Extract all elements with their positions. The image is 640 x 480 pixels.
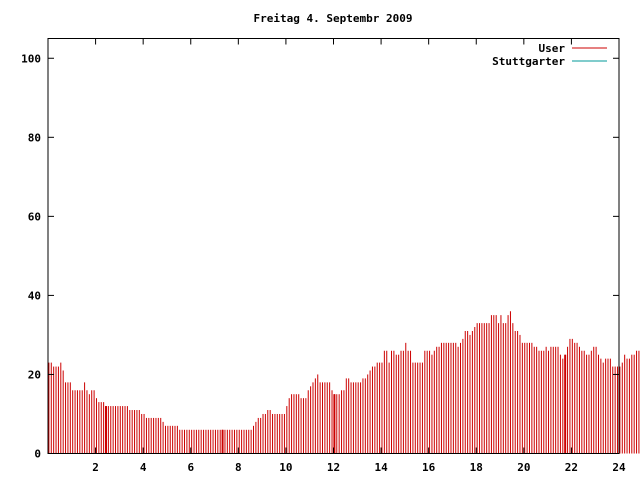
x-tick-label: 6 [187,461,194,474]
x-tick-label: 16 [422,461,436,474]
legend-label-stuttgarter: Stuttgarter [492,55,565,68]
y-tick-label: 40 [28,289,41,302]
y-tick-label: 100 [21,52,41,65]
y-tick-label: 0 [34,448,41,461]
bar-group-user [48,311,640,454]
legend: User Stuttgarter [492,42,607,68]
plot-frame [47,38,620,454]
x-axis-ticks: 2 4 6 8 10 12 14 16 18 20 22 24 [92,38,626,474]
x-tick-label: 22 [565,461,578,474]
y-tick-label: 20 [28,368,41,381]
chart-title: Freitag 4. Septembr 2009 [254,12,413,25]
x-tick-label: 20 [517,461,530,474]
y-axis-ticks: 0 20 40 60 80 100 [21,52,619,461]
x-tick-label: 14 [374,461,388,474]
x-tick-label: 8 [235,461,242,474]
x-tick-label: 24 [612,461,626,474]
x-tick-label: 10 [279,461,292,474]
x-tick-label: 2 [92,461,99,474]
legend-label-user: User [539,42,566,55]
x-tick-label: 4 [140,461,147,474]
y-tick-label: 80 [28,131,41,144]
x-tick-label: 18 [470,461,483,474]
y-tick-label: 60 [28,210,41,223]
x-tick-label: 12 [327,461,340,474]
